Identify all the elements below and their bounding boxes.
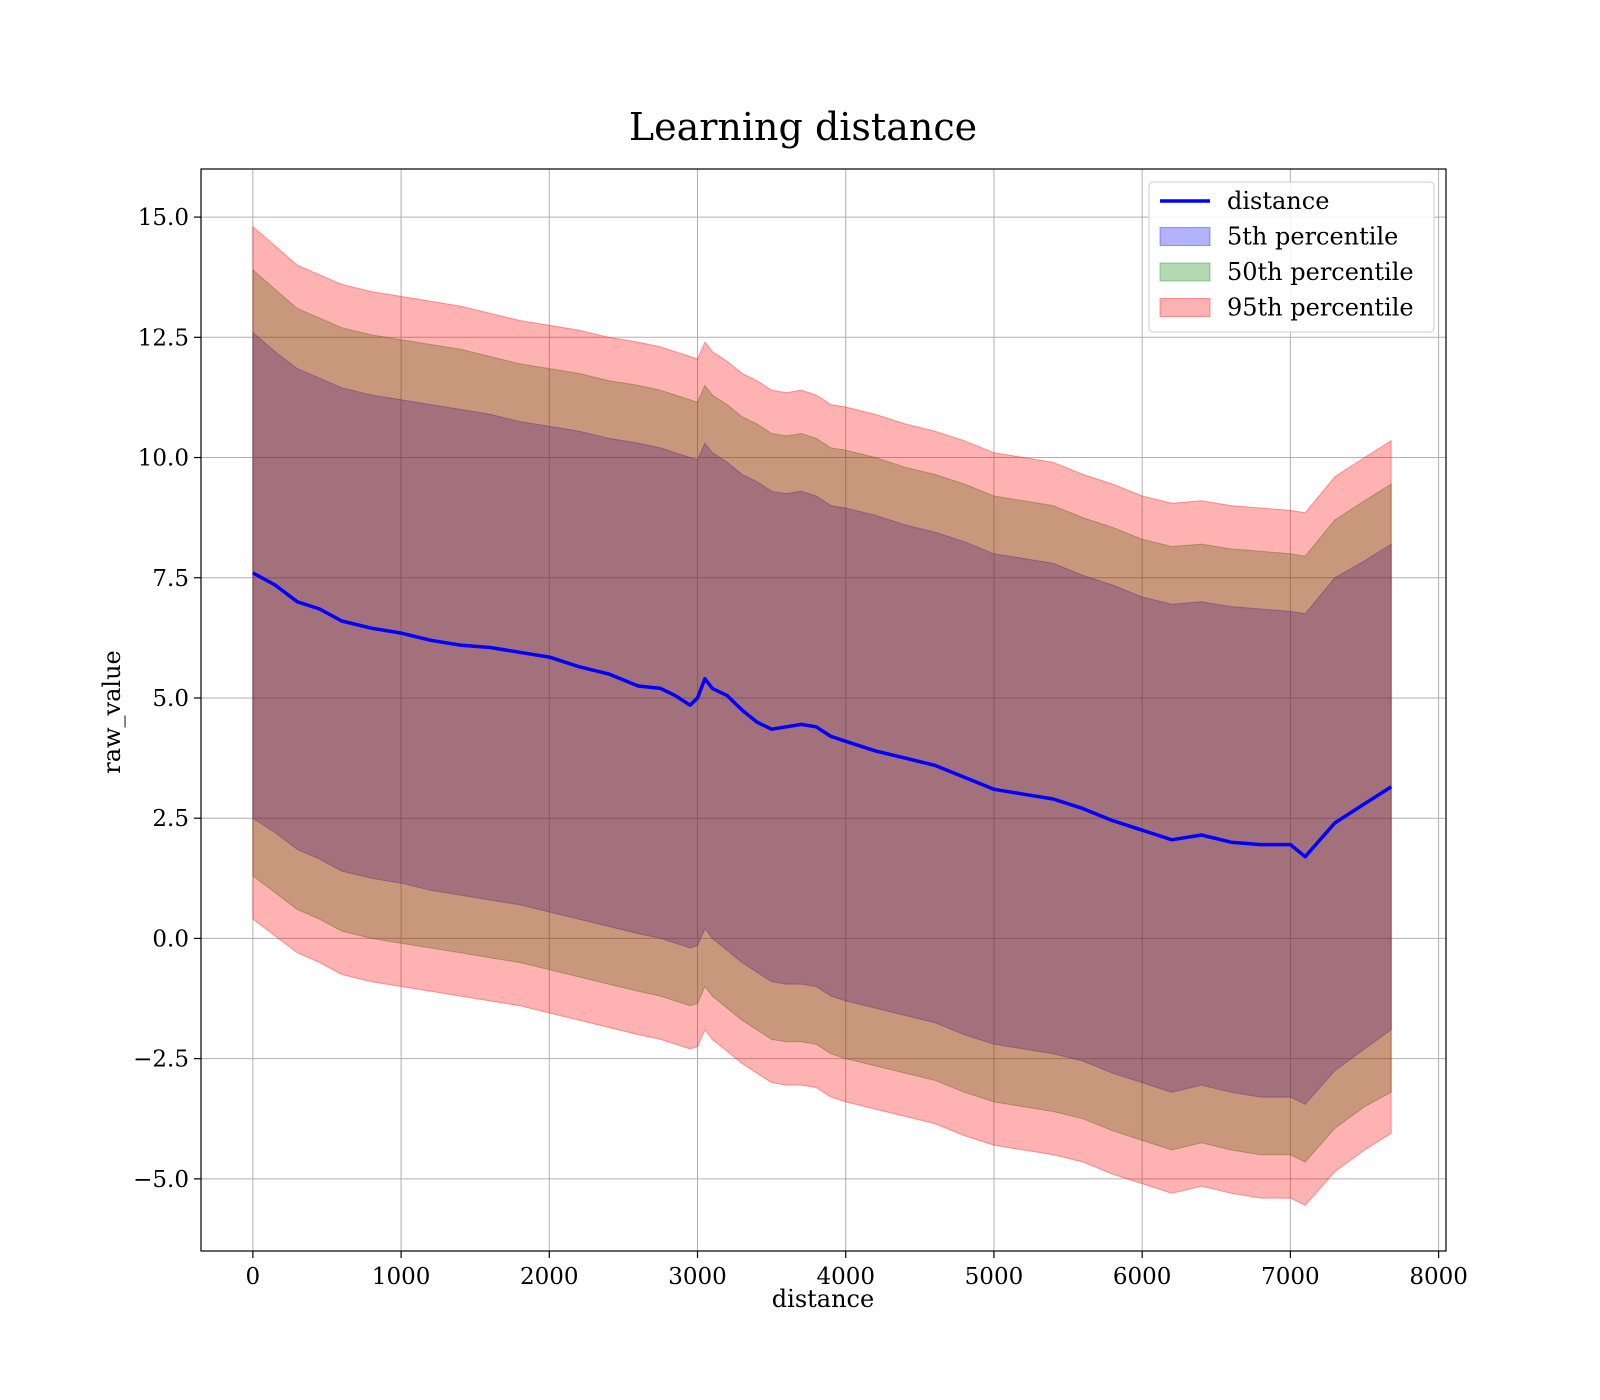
5th-percentile-band xyxy=(252,331,1392,1105)
plot-frame xyxy=(200,168,1447,1252)
legend-frame xyxy=(1148,181,1435,333)
y-tick-label: −5.0 xyxy=(133,1167,189,1193)
x-tick-label: 4000 xyxy=(816,1264,875,1290)
x-tick-label: 1000 xyxy=(372,1264,431,1290)
x-tick-label: 5000 xyxy=(965,1264,1024,1290)
y-tick-label: 10.0 xyxy=(138,446,189,472)
x-tick-label: 2000 xyxy=(520,1264,579,1290)
legend-swatch-95th-percentile xyxy=(1159,298,1211,317)
x-tick-label: 0 xyxy=(246,1264,261,1290)
legend-swatch-50th-percentile xyxy=(1159,262,1211,282)
percentile-bands xyxy=(252,225,1392,1206)
50th-percentile-band xyxy=(252,268,1392,1163)
y-axis: −5.0 −2.5 0.0 2.5 5.0 7.5 10.0 12.5 15.0 xyxy=(133,205,201,1193)
y-tick-label: 15.0 xyxy=(138,205,189,231)
x-tick-label: 6000 xyxy=(1113,1264,1172,1290)
y-tick-label: 2.5 xyxy=(152,806,189,832)
x-tick-label: 3000 xyxy=(668,1264,727,1290)
legend-entries: distance 5th percentile 50th percentile 95t… xyxy=(1159,187,1414,322)
x-axis: 0 1000 2000 3000 4000 5000 6000 7000 8000 xyxy=(246,1251,1468,1290)
y-tick-label: 5.0 xyxy=(152,686,189,712)
legend-label-distance: distance xyxy=(1227,187,1329,215)
x-tick-label: 8000 xyxy=(1409,1264,1468,1290)
y-tick-label: 0.0 xyxy=(152,926,189,952)
95th-percentile-band xyxy=(252,225,1392,1206)
legend-label-5th-percentile: 5th percentile xyxy=(1227,223,1398,251)
distance-line-layer xyxy=(252,571,1393,859)
y-tick-label: 7.5 xyxy=(152,566,189,592)
chart-title: Learning distance xyxy=(629,105,977,149)
plot-area xyxy=(200,168,1447,1252)
legend-label-50th-percentile: 50th percentile xyxy=(1227,258,1414,286)
y-axis-label: raw_value xyxy=(98,650,126,774)
distance-line xyxy=(252,571,1393,859)
legend: distance 5th percentile 50th percentile 95t… xyxy=(1148,181,1435,333)
legend-swatch-5th-percentile xyxy=(1159,227,1211,246)
grid xyxy=(201,169,1446,1251)
x-tick-label: 7000 xyxy=(1261,1264,1320,1290)
x-axis-label: distance xyxy=(772,1285,874,1313)
y-tick-label: 12.5 xyxy=(138,325,189,351)
y-tick-label: −2.5 xyxy=(133,1047,189,1073)
legend-label-95th-percentile: 95th percentile xyxy=(1227,294,1414,322)
